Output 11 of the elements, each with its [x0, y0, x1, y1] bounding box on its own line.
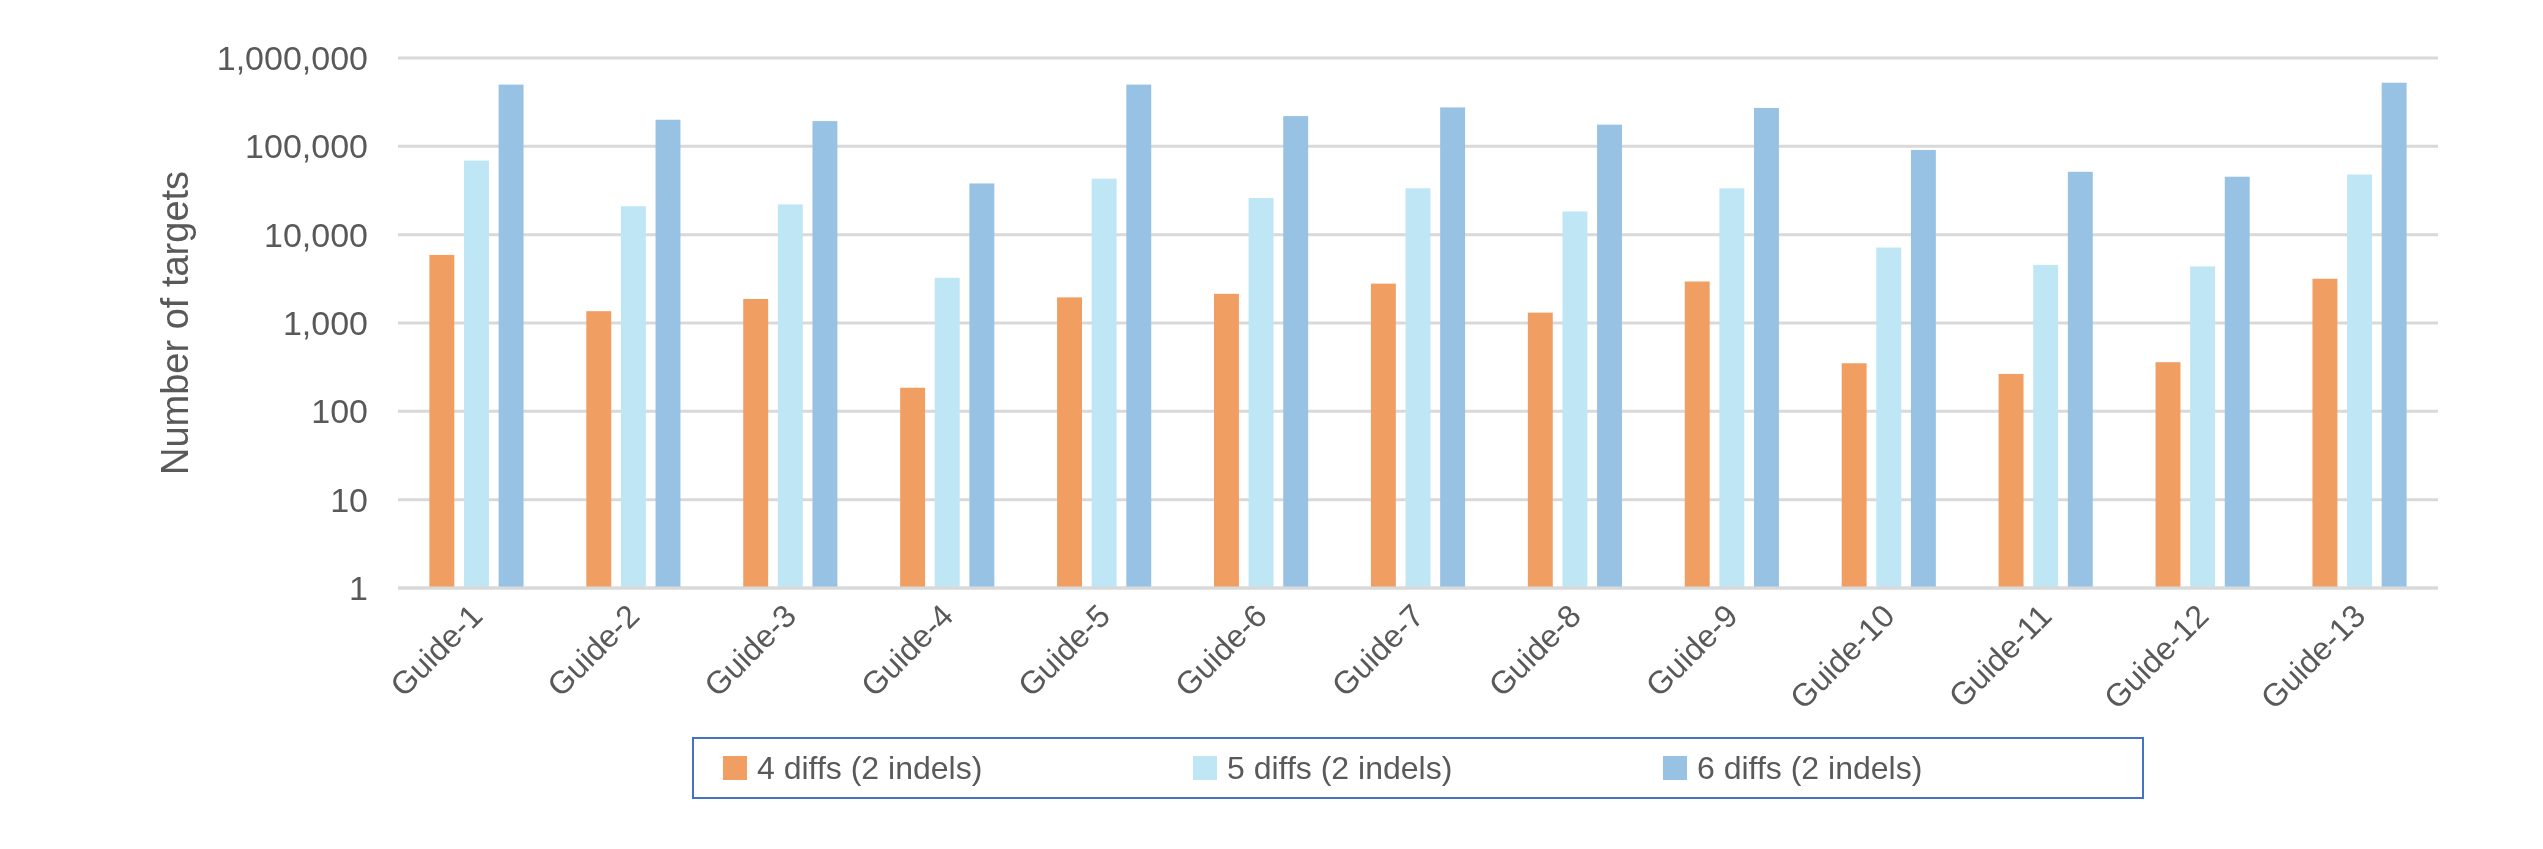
y-tick-label: 100 [311, 392, 368, 431]
legend-label: 6 diffs (2 indels) [1697, 750, 1923, 787]
y-tick-label: 10 [330, 480, 368, 519]
y-axis-title: Number of targets [154, 170, 196, 476]
legend-label: 4 diffs (2 indels) [757, 750, 983, 787]
legend-label: 5 diffs (2 indels) [1227, 750, 1453, 787]
y-tick-label: 10,000 [264, 215, 368, 254]
y-tick-label: 1 [349, 568, 368, 607]
y-tick-label: 100,000 [245, 127, 368, 166]
y-tick-label: 1,000,000 [216, 38, 368, 77]
y-tick-label: 1,000 [282, 303, 368, 342]
